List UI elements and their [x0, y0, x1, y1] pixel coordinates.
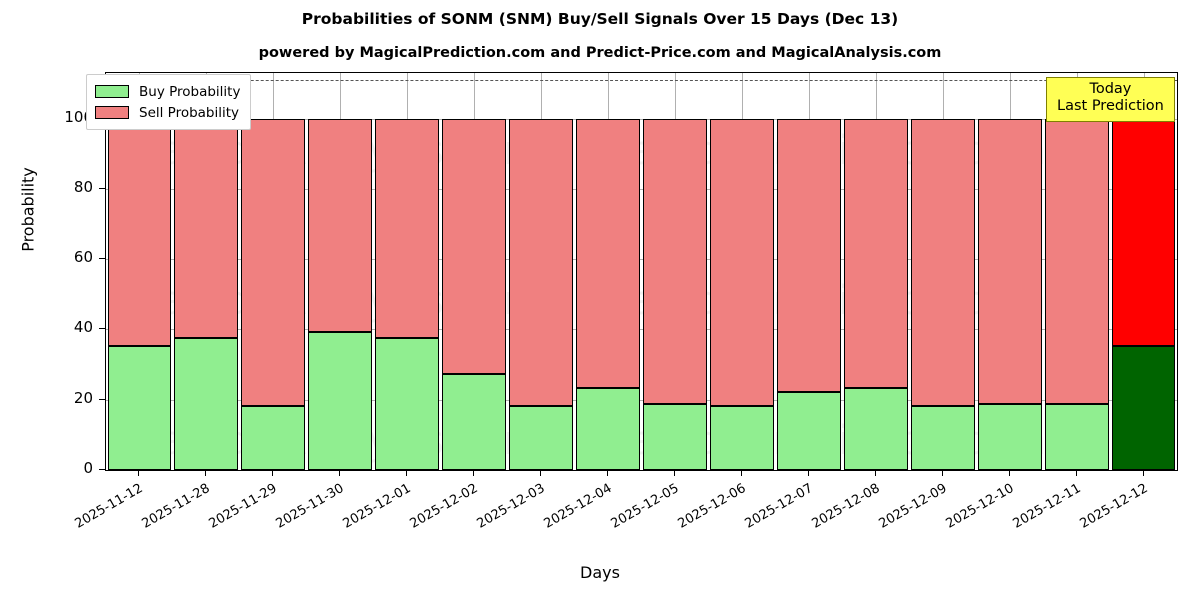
- x-axis-tick-mark: [1009, 470, 1010, 476]
- bar-segment-sell[interactable]: [1044, 118, 1109, 404]
- y-axis-tick-label: 80: [73, 177, 93, 196]
- bar-segment-buy[interactable]: [843, 387, 908, 470]
- bar-group[interactable]: [241, 73, 306, 470]
- y-axis-tick-label: 20: [73, 388, 93, 407]
- bar-segment-sell[interactable]: [308, 118, 373, 332]
- y-axis-tick-label: 100: [64, 107, 93, 126]
- bar-segment-buy[interactable]: [107, 345, 172, 470]
- gridline-horizontal: [106, 470, 1177, 471]
- bar-segment-buy[interactable]: [241, 406, 306, 470]
- y-axis-tick-mark: [99, 258, 105, 260]
- x-axis-tick-mark: [540, 470, 541, 476]
- bar-group[interactable]: [509, 73, 574, 470]
- bar-group[interactable]: [910, 73, 975, 470]
- chart-legend: Buy Probability Sell Probability: [86, 74, 252, 130]
- bar-segment-buy[interactable]: [1044, 403, 1109, 470]
- bar-group[interactable]: [776, 73, 841, 470]
- y-axis-tick-mark: [99, 398, 105, 400]
- gridline-horizontal: [106, 118, 1177, 120]
- x-axis-tick-mark: [741, 470, 742, 476]
- x-axis-tick-mark: [607, 470, 608, 476]
- x-axis-tick-mark: [339, 470, 340, 476]
- bar-segment-buy[interactable]: [1111, 345, 1176, 470]
- bar-segment-sell[interactable]: [107, 118, 172, 346]
- bar-segment-sell[interactable]: [843, 118, 908, 388]
- bar-segment-buy[interactable]: [977, 403, 1042, 470]
- chart-subtitle: powered by MagicalPrediction.com and Pre…: [258, 45, 942, 61]
- legend-label-buy: Buy Probability: [139, 83, 241, 100]
- legend-item-sell: Sell Probability: [95, 102, 240, 123]
- bar-group[interactable]: [709, 73, 774, 470]
- plot-area: MagicalAnalysis.comMagicalPrediction.com…: [105, 72, 1178, 471]
- bar-segment-sell[interactable]: [977, 118, 1042, 404]
- x-axis-tick-mark: [1143, 470, 1144, 476]
- y-axis-tick-mark: [99, 328, 105, 330]
- x-axis-tick-mark: [674, 470, 675, 476]
- bar-segment-sell[interactable]: [1111, 118, 1176, 346]
- x-axis-tick-mark: [205, 470, 206, 476]
- bar-group[interactable]: [977, 73, 1042, 470]
- chart-title: Probabilities of SONM (SNM) Buy/Sell Sig…: [301, 10, 899, 28]
- bar-segment-buy[interactable]: [375, 337, 440, 470]
- bar-segment-sell[interactable]: [375, 118, 440, 338]
- y-axis-tick-label: 60: [73, 248, 93, 267]
- bar-segment-buy[interactable]: [174, 337, 239, 470]
- bar-group[interactable]: [1044, 73, 1109, 470]
- today-callout-line2: Last Prediction: [1057, 98, 1164, 115]
- y-axis-tick-label: 40: [73, 318, 93, 337]
- bar-group[interactable]: [843, 73, 908, 470]
- bar-group[interactable]: [1111, 73, 1176, 470]
- gridline-horizontal: [106, 399, 1177, 401]
- legend-item-buy: Buy Probability: [95, 81, 240, 102]
- bar-segment-buy[interactable]: [509, 406, 574, 470]
- x-axis-tick-mark: [473, 470, 474, 476]
- bar-segment-sell[interactable]: [709, 118, 774, 407]
- legend-swatch-buy: [95, 85, 129, 98]
- bar-segment-sell[interactable]: [241, 118, 306, 407]
- y-axis-tick-mark: [99, 187, 105, 189]
- bar-group[interactable]: [576, 73, 640, 470]
- bar-group[interactable]: [375, 73, 440, 470]
- gridline-horizontal: [106, 188, 1177, 190]
- bar-segment-buy[interactable]: [643, 403, 707, 470]
- today-callout: Today Last Prediction: [1046, 77, 1175, 122]
- x-axis-tick-mark: [942, 470, 943, 476]
- y-axis-tick-mark: [99, 469, 105, 470]
- bar-group[interactable]: [174, 73, 239, 470]
- bar-segment-sell[interactable]: [442, 118, 507, 375]
- y-axis-tick-label: 0: [83, 459, 93, 477]
- x-axis-tick-mark: [272, 470, 273, 476]
- bar-segment-buy[interactable]: [308, 331, 373, 470]
- bar-segment-buy[interactable]: [910, 406, 975, 470]
- bar-group[interactable]: [442, 73, 507, 470]
- legend-swatch-sell: [95, 106, 129, 119]
- legend-label-sell: Sell Probability: [139, 104, 240, 121]
- bar-segment-sell[interactable]: [910, 118, 975, 407]
- reference-line: [106, 80, 1177, 82]
- bar-segment-sell[interactable]: [509, 118, 574, 407]
- bar-segment-sell[interactable]: [174, 118, 239, 338]
- x-axis-tick-mark: [138, 470, 139, 476]
- bar-segment-buy[interactable]: [442, 374, 507, 470]
- bar-segment-buy[interactable]: [709, 406, 774, 470]
- bar-segment-sell[interactable]: [643, 118, 707, 404]
- bar-group[interactable]: [107, 73, 172, 470]
- bar-group[interactable]: [643, 73, 707, 470]
- bar-group[interactable]: [308, 73, 373, 470]
- y-axis-label: Probability: [18, 167, 38, 252]
- bar-segment-buy[interactable]: [776, 391, 841, 470]
- today-callout-line1: Today: [1089, 81, 1132, 97]
- x-axis-tick-mark: [875, 470, 876, 476]
- bar-segment-sell[interactable]: [776, 118, 841, 392]
- gridline-horizontal: [106, 259, 1177, 261]
- x-axis-tick-mark: [1076, 470, 1077, 476]
- x-axis-label: Days: [580, 563, 620, 582]
- bar-segment-buy[interactable]: [576, 387, 640, 470]
- x-axis-tick-mark: [406, 470, 407, 476]
- bar-segment-sell[interactable]: [576, 118, 640, 388]
- gridline-horizontal: [106, 329, 1177, 331]
- x-axis-tick-mark: [808, 470, 809, 476]
